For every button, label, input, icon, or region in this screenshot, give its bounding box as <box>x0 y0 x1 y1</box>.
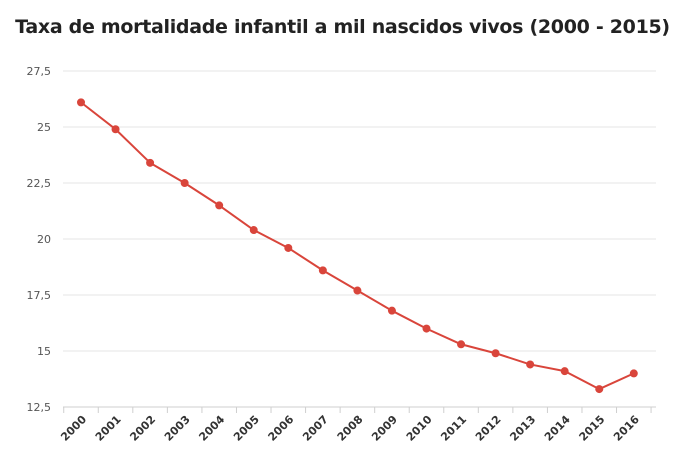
data-point <box>526 360 535 369</box>
x-tick-label: 2010 <box>404 413 435 444</box>
data-point <box>111 125 120 134</box>
data-point <box>387 306 396 315</box>
gridlines <box>63 70 656 352</box>
x-tick-label: 2001 <box>93 413 124 444</box>
x-tick-label: 2011 <box>438 413 469 444</box>
x-tick-label: 2009 <box>369 413 400 444</box>
x-tick-label: 2016 <box>611 413 642 444</box>
y-tick-label: 22,5 <box>27 177 52 190</box>
data-point <box>77 98 85 107</box>
y-tick-label: 12,5 <box>27 401 52 414</box>
data-point <box>560 367 569 376</box>
x-tick-label: 2006 <box>266 413 297 444</box>
y-tick-label: 27,5 <box>27 65 52 78</box>
data-point <box>629 369 638 378</box>
data-point <box>146 158 155 167</box>
data-point <box>353 286 362 295</box>
chart-title: Taxa de mortalidade infantil a mil nasci… <box>15 16 670 38</box>
series-line-path <box>80 101 635 391</box>
x-axis <box>63 406 656 413</box>
y-tick-label: 17,5 <box>27 289 52 302</box>
series-line <box>80 101 635 391</box>
data-point <box>215 201 224 210</box>
x-tick-label: 2008 <box>335 413 366 444</box>
x-tick-label: 2000 <box>58 413 89 444</box>
x-tick-label: 2014 <box>542 413 573 444</box>
data-point <box>284 243 293 252</box>
x-tick-label: 2012 <box>473 413 504 444</box>
x-tick-label: 2004 <box>196 413 227 444</box>
y-tick-label: 15 <box>37 345 51 358</box>
data-point <box>318 266 327 275</box>
data-points <box>77 98 638 394</box>
y-tick-label: 20 <box>37 233 51 246</box>
x-tick-label: 2005 <box>231 413 262 444</box>
data-point <box>249 226 258 235</box>
data-point <box>457 340 466 349</box>
data-point <box>595 385 604 394</box>
x-axis-ticks: 2000 2001 2002 2003 2004 2005 2006 2007 2008 2009… <box>58 413 642 444</box>
data-point <box>422 324 431 333</box>
x-tick-label: 2015 <box>577 413 608 444</box>
x-tick-label: 2007 <box>300 413 331 444</box>
y-axis-ticks: 12,5 15 17,5 20 22,5 25 27,5 <box>27 65 52 414</box>
x-tick-label: 2013 <box>507 413 538 444</box>
y-tick-label: 25 <box>37 121 51 134</box>
x-tick-label: 2003 <box>162 413 193 444</box>
data-point <box>491 349 500 358</box>
x-tick-label: 2002 <box>127 413 158 444</box>
data-point <box>180 179 189 187</box>
